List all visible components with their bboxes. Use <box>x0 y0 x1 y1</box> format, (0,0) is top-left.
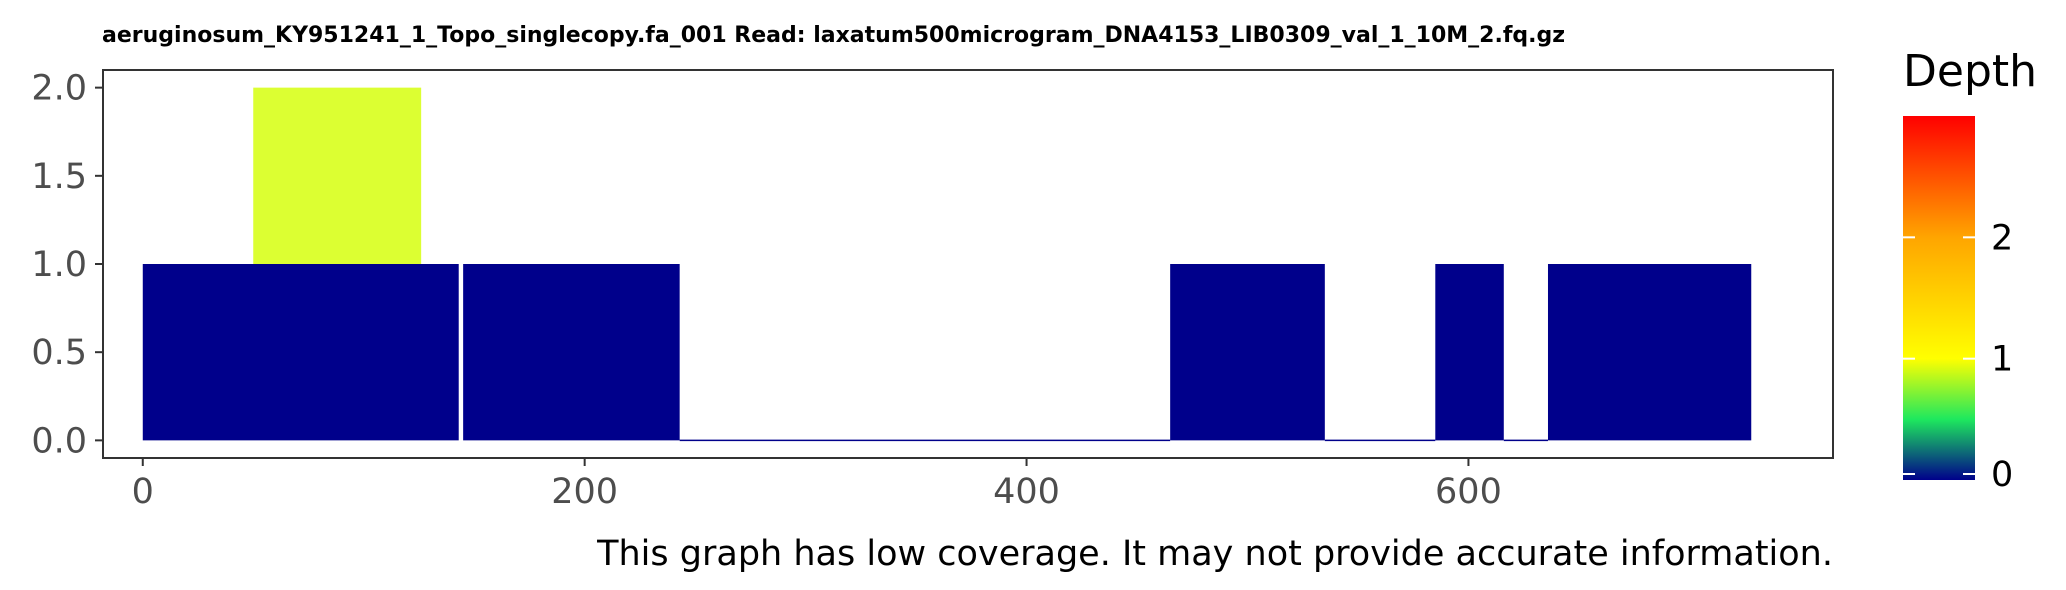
y-tick-label-3: 1.5 <box>31 157 87 197</box>
chart-title: aeruginosum_KY951241_1_Topo_singlecopy.f… <box>102 23 1565 48</box>
x-axis: 0 200 400 600 <box>132 458 1502 512</box>
coverage-segment-6 <box>1435 264 1504 441</box>
legend-tick-label-1: 1 <box>1991 340 2013 380</box>
legend-tick-label-0: 0 <box>1991 455 2013 495</box>
legend-title: Depth <box>1903 46 2037 97</box>
coverage-segment-0 <box>142 264 459 441</box>
y-tick-label-4: 2.0 <box>31 69 87 109</box>
legend-ticks: 0 1 2 <box>1903 218 2013 495</box>
coverage-segments <box>142 87 1752 442</box>
y-tick-label-0: 0.0 <box>31 421 87 461</box>
x-tick-label-0: 0 <box>132 472 154 512</box>
coverage-segment-1 <box>253 87 422 265</box>
y-tick-label-1: 0.5 <box>31 333 87 373</box>
coverage-segment-8 <box>1547 264 1752 441</box>
coverage-segment-5 <box>1324 439 1436 442</box>
y-tick-label-2: 1.0 <box>31 245 87 285</box>
low-coverage-note: This graph has low coverage. It may not … <box>596 534 1833 574</box>
coverage-segment-7 <box>1503 439 1548 442</box>
x-tick-label-2: 400 <box>993 472 1060 512</box>
x-tick-label-3: 600 <box>1435 472 1502 512</box>
coverage-segment-3 <box>679 439 1171 442</box>
depth-legend: Depth 0 1 2 <box>1903 46 2037 495</box>
y-axis: 0.0 0.5 1.0 1.5 2.0 <box>31 69 103 461</box>
legend-colorbar <box>1903 116 1975 480</box>
x-tick-label-1: 200 <box>551 472 618 512</box>
legend-tick-label-2: 2 <box>1991 218 2013 258</box>
coverage-segment-4 <box>1170 264 1325 441</box>
coverage-segment-2 <box>463 264 680 441</box>
